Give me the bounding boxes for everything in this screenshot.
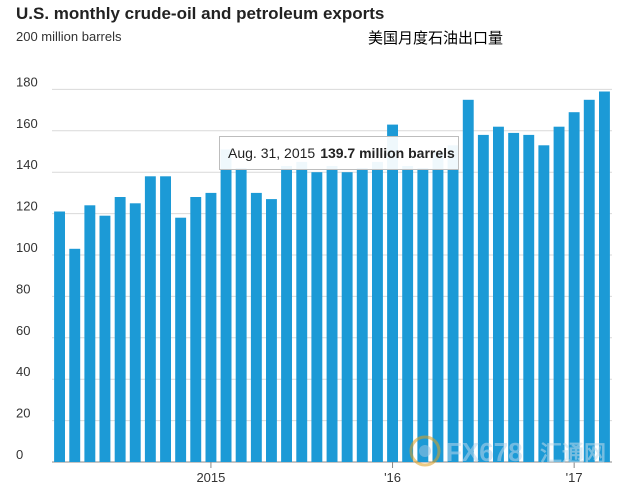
bar[interactable] [326, 166, 338, 462]
y-tick-label: 140 [16, 157, 38, 172]
hover-tooltip: Aug. 31, 2015 139.7 million barrels [219, 136, 459, 170]
x-tick-label: 2015 [196, 470, 225, 485]
bar[interactable] [538, 145, 550, 463]
bar[interactable] [144, 176, 156, 463]
watermark-cn-text: 汇通网 [540, 442, 606, 467]
watermark-text: FX678 [446, 437, 523, 467]
y-axis-units: 200 million barrels [16, 29, 122, 44]
bar[interactable] [417, 168, 429, 462]
bar[interactable] [250, 192, 262, 462]
bar[interactable] [266, 199, 277, 462]
bar[interactable] [296, 161, 308, 462]
bar[interactable] [447, 145, 459, 463]
bar[interactable] [341, 172, 353, 462]
y-tick-label: 120 [16, 199, 38, 214]
chinese-caption: 美国月度石油出口量 [368, 30, 504, 47]
bar[interactable] [129, 203, 141, 463]
y-tick-label: 100 [16, 240, 38, 255]
bars [54, 91, 610, 463]
bar[interactable] [69, 248, 81, 462]
bar[interactable] [220, 149, 232, 462]
bar[interactable] [205, 192, 217, 462]
bar[interactable] [160, 176, 171, 463]
bar[interactable] [175, 217, 187, 462]
bar[interactable] [372, 161, 383, 462]
bar[interactable] [432, 151, 444, 463]
bar[interactable] [599, 91, 610, 463]
bar[interactable] [583, 99, 595, 463]
bar[interactable] [553, 126, 565, 462]
x-tick-label: '16 [384, 470, 401, 485]
bar[interactable] [477, 134, 489, 462]
y-tick-label: 40 [16, 364, 30, 379]
y-tick-label: 60 [16, 323, 30, 338]
tooltip-value: 139.7 million barrels [320, 145, 455, 161]
bar[interactable] [114, 197, 126, 462]
bar[interactable] [84, 205, 96, 463]
y-tick-label: 160 [16, 116, 38, 131]
y-tick-label: 0 [16, 447, 23, 462]
chart-title: U.S. monthly crude-oil and petroleum exp… [16, 4, 385, 23]
bar[interactable] [356, 168, 368, 462]
bar[interactable] [387, 124, 398, 462]
bar[interactable] [568, 112, 580, 462]
y-tick-label: 180 [16, 74, 38, 89]
bar[interactable] [493, 126, 504, 462]
bar[interactable] [54, 211, 65, 463]
x-tick-labels: 2015 '16 '17 [196, 462, 583, 485]
bar[interactable] [99, 215, 111, 462]
bar[interactable] [235, 168, 247, 462]
x-tick-label: '17 [566, 470, 583, 485]
y-tick-labels: 0 20 40 60 80 100 120 140 160 180 [16, 74, 38, 462]
bar[interactable] [462, 99, 474, 463]
bar[interactable] [311, 172, 323, 462]
y-tick-label: 20 [16, 406, 30, 421]
fx678-watermark-logo: FX678 汇通网 [409, 435, 606, 467]
y-tick-label: 80 [16, 281, 30, 296]
bar[interactable] [402, 166, 414, 462]
bar[interactable] [281, 166, 292, 462]
bar[interactable] [508, 132, 520, 462]
tooltip-date: Aug. 31, 2015 [228, 145, 316, 161]
bar[interactable] [523, 134, 535, 462]
bar[interactable] [190, 197, 202, 462]
